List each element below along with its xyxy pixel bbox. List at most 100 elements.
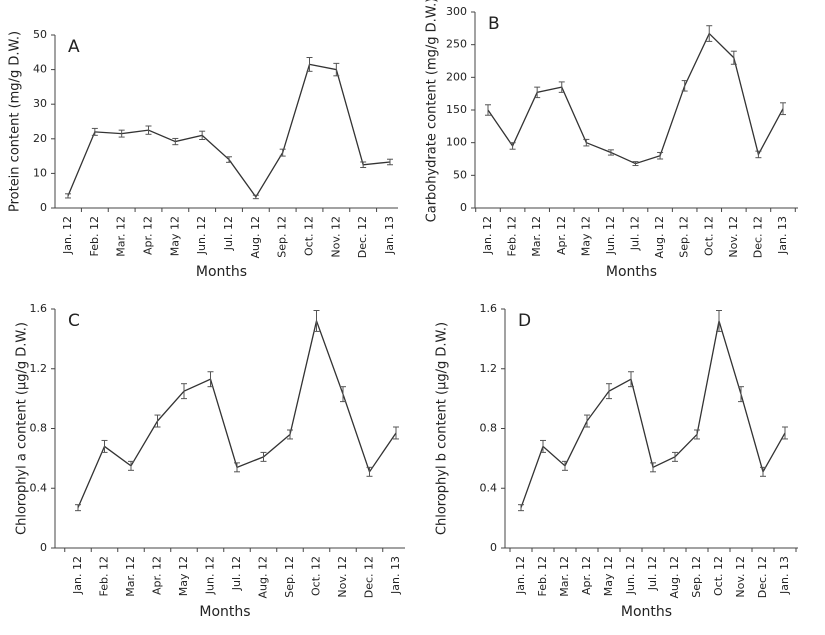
error-bar <box>657 151 664 160</box>
y-tick-label: 0 <box>40 541 47 554</box>
error-bar <box>75 504 81 512</box>
x-tick-label: Dec. 12 <box>356 216 369 258</box>
x-tick-label: Sep. 12 <box>678 216 691 258</box>
x-tick-label: Jan. 13 <box>389 556 402 595</box>
error-bar <box>65 193 71 199</box>
x-tick-label: Sep. 12 <box>276 216 289 258</box>
error-bar <box>313 309 320 332</box>
x-tick-label: Jul. 12 <box>646 556 659 591</box>
error-bar <box>91 127 98 136</box>
error-bar <box>199 130 206 140</box>
x-tick-label: Nov. 12 <box>336 556 349 598</box>
error-bar <box>287 429 293 440</box>
x-tick-label: Sep. 12 <box>283 556 296 598</box>
error-bar <box>534 86 541 99</box>
error-bar <box>672 451 678 462</box>
error-bar <box>716 309 722 332</box>
x-tick-label: Oct. 12 <box>310 556 323 596</box>
error-bar <box>118 129 125 138</box>
x-tick-label: Jan. 12 <box>514 556 527 595</box>
x-tick-label: Mar. 12 <box>124 556 137 597</box>
x-tick-label: Dec. 12 <box>363 556 376 598</box>
error-bar <box>145 125 152 135</box>
data-line <box>487 32 784 165</box>
y-tick-label: 50 <box>33 28 47 41</box>
x-tick-label: Feb. 12 <box>506 216 519 256</box>
error-bar <box>485 104 491 116</box>
y-tick-label: 150 <box>446 103 467 116</box>
y-axis-label: Chlorophyl b content (µg/g D.W.) <box>435 322 450 535</box>
error-bar <box>260 451 267 462</box>
x-axis-label: Months <box>196 264 247 280</box>
error-bar <box>738 386 744 403</box>
y-tick-label: 200 <box>446 70 467 83</box>
y-tick-label: 50 <box>453 168 467 181</box>
y-tick-label: 20 <box>33 132 47 145</box>
error-bar <box>584 414 590 428</box>
error-bar <box>650 462 656 473</box>
error-bar <box>632 161 639 167</box>
data-line <box>77 318 397 508</box>
data-line <box>520 320 786 508</box>
error-bar <box>128 460 134 471</box>
error-bar <box>540 439 546 453</box>
error-bar <box>583 138 590 147</box>
x-tick-label: Jan. 12 <box>481 216 494 255</box>
y-axis-label: Protein content (mg/g D.W.) <box>8 31 23 212</box>
x-axis-label: Months <box>621 604 672 620</box>
error-bar <box>606 383 612 400</box>
error-bar <box>226 156 232 163</box>
x-tick-label: Mar. 12 <box>530 216 543 257</box>
error-bar <box>172 137 179 146</box>
error-bar <box>279 148 286 157</box>
error-bar <box>387 158 393 166</box>
x-axis-label: Months <box>199 604 250 620</box>
error-bar <box>234 462 240 473</box>
y-tick-label: 0.4 <box>480 481 498 494</box>
panel-label: D <box>518 311 531 331</box>
x-tick-label: Jun. 12 <box>195 216 208 255</box>
x-tick-label: Mar. 12 <box>115 216 128 257</box>
x-tick-label: Dec. 12 <box>756 556 769 598</box>
x-tick-label: Jan. 13 <box>383 216 396 255</box>
x-tick-label: Feb. 12 <box>88 216 101 256</box>
y-tick-label: 0 <box>490 541 497 554</box>
panel-label: B <box>488 14 500 34</box>
error-bar <box>340 386 346 403</box>
x-tick-label: Jan. 12 <box>71 556 84 595</box>
panel-label: C <box>68 311 80 331</box>
error-bar <box>518 504 524 512</box>
y-tick-label: 250 <box>446 38 467 51</box>
x-tick-label: Oct. 12 <box>702 216 715 256</box>
error-bar <box>780 102 786 116</box>
y-tick-label: 1.6 <box>30 302 48 315</box>
x-tick-label: Jan. 13 <box>776 216 789 255</box>
error-bar <box>360 161 367 169</box>
x-tick-label: May 12 <box>177 556 190 596</box>
error-bar <box>207 371 214 388</box>
y-tick-label: 0 <box>460 201 467 214</box>
error-bar <box>706 25 713 42</box>
y-tick-label: 40 <box>33 63 47 76</box>
y-tick-label: 0.4 <box>30 481 48 494</box>
x-tick-label: May 12 <box>579 216 592 256</box>
error-bar <box>694 429 700 440</box>
panel-label: A <box>68 37 80 57</box>
x-tick-label: Jun. 12 <box>604 216 617 255</box>
y-tick-label: 30 <box>33 97 47 110</box>
y-tick-label: 1.2 <box>30 362 48 375</box>
error-bar <box>681 80 688 92</box>
x-tick-label: Feb. 12 <box>98 556 111 596</box>
y-tick-label: 0.8 <box>30 422 48 435</box>
error-bar <box>755 150 762 159</box>
x-axis-label: Months <box>606 264 657 280</box>
x-tick-label: Mar. 12 <box>558 556 571 597</box>
x-tick-label: Apr. 12 <box>580 556 593 595</box>
y-axis-label: Carbohydrate content (mg/g D.W.) <box>425 0 440 222</box>
x-tick-label: Oct. 12 <box>303 216 316 256</box>
error-bar <box>393 426 399 440</box>
error-bar <box>730 50 737 65</box>
x-tick-label: Apr. 12 <box>151 556 164 595</box>
x-tick-label: Aug. 12 <box>249 216 262 258</box>
y-tick-label: 0 <box>40 201 47 214</box>
